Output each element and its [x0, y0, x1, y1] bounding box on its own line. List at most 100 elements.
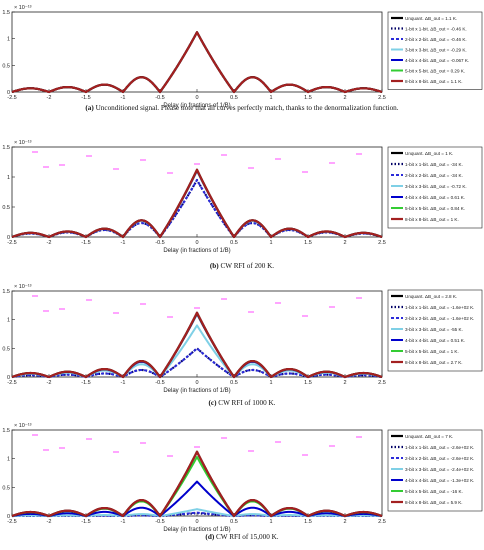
legend-entry: 1-bit x 1-bit. ΔB_out = -2.6e+02 K. — [405, 445, 474, 450]
x-tick-label: 0 — [195, 240, 198, 246]
rfi-mark — [356, 153, 362, 155]
rfi-artifact — [32, 151, 362, 174]
x-tick-label: 0 — [195, 519, 198, 525]
caption-text: CW RFI of 15,000 K. — [216, 533, 279, 541]
panel-d: × 10⁻¹³ 0 0.5 1 1.5 -2.5 -2 -1.5 -1 -0.5 0 0.5 1 1.5 2… — [2, 423, 483, 541]
caption-label: (a) — [85, 104, 95, 112]
legend-frame — [387, 146, 483, 229]
rfi-mark — [86, 299, 92, 301]
rfi-mark — [356, 436, 362, 438]
legend-entry: 3-bit x 3-bit. ΔB_out = -0.72 K. — [405, 184, 467, 189]
panel-caption: (b) CW RFI of 200 K. — [210, 262, 274, 270]
x-tick-label: -1 — [121, 519, 126, 525]
series-line — [11, 31, 383, 94]
legend-entry: Unquant. ΔB_out = 1 K. — [405, 151, 453, 156]
y-tick-label: 1 — [7, 37, 10, 43]
x-tick-label: -1 — [121, 95, 126, 101]
x-tick-label: -2 — [47, 95, 52, 101]
legend: Unquant. ΔB_out = 7 K. 1-bit x 1-bit. ΔB_… — [387, 429, 483, 512]
legend-entry: 4-bit x 4-bit. ΔB_out = 0.61 K. — [405, 195, 465, 200]
rfi-mark — [194, 163, 200, 165]
legend-entry: 1-bit x 1-bit. ΔB_out = -0.46 K. — [405, 26, 467, 31]
x-tick-label: -0.5 — [155, 240, 164, 246]
rfi-mark — [32, 434, 38, 436]
rfi-mark — [275, 302, 281, 304]
rfi-mark — [167, 316, 173, 318]
x-tick-label: 2.5 — [378, 380, 386, 386]
x-tick-label: 1 — [269, 380, 272, 386]
x-tick-label: -2.5 — [7, 95, 16, 101]
rfi-artifact — [32, 434, 362, 457]
rfi-mark — [167, 455, 173, 457]
legend-entry: 5-bit x 5-bit. ΔB_out = 0.84 K. — [405, 206, 465, 211]
y-exponent: × 10⁻¹³ — [14, 140, 32, 146]
x-tick-label: 2 — [343, 519, 346, 525]
legend-entry: 5-bit x 5-bit. ΔB_out = 0.29 K. — [405, 68, 465, 73]
series-line — [11, 311, 383, 379]
y-tick-label: 1 — [7, 457, 10, 463]
x-tick-label: 0.5 — [230, 95, 238, 101]
x-tick-label: -1.5 — [81, 240, 90, 246]
rfi-mark — [86, 438, 92, 440]
panel-caption: (d) CW RFI of 15,000 K. — [205, 533, 278, 541]
series-line — [11, 31, 383, 94]
rfi-mark — [113, 312, 119, 314]
rfi-mark — [32, 151, 38, 153]
legend: Unquant. ΔB_out = 2.8 K. 1-bit x 1-bit. Δ… — [387, 289, 483, 372]
y-tick-label: 1.5 — [2, 10, 10, 16]
y-exponent: × 10⁻¹³ — [14, 423, 32, 429]
legend-entry: 8-bit x 8-bit. ΔB_out = 1.1 K. — [405, 79, 463, 84]
series-line — [11, 312, 383, 378]
y-tick-label: 0.5 — [2, 205, 10, 211]
legend-frame — [387, 429, 483, 512]
rfi-mark — [113, 451, 119, 453]
rfi-mark — [43, 449, 49, 451]
y-exponent: × 10⁻¹³ — [14, 284, 32, 290]
x-tick-label: 1.5 — [304, 95, 312, 101]
x-tick-label: 0.5 — [230, 380, 238, 386]
y-tick-label: 1 — [7, 318, 10, 324]
x-tick-label: -1.5 — [81, 95, 90, 101]
x-tick-label: 1.5 — [304, 519, 312, 525]
x-tick-label: -0.5 — [155, 95, 164, 101]
panel-a: × 10⁻¹³ 0 0.5 1 1.5 -2.5 -2 -1.5 -1 -0.5 0 0.5 1 1.5 2… — [2, 5, 483, 112]
rfi-mark — [275, 158, 281, 160]
x-tick-label: 1 — [269, 519, 272, 525]
rfi-mark — [275, 441, 281, 443]
y-tick-label: 0 — [7, 375, 10, 381]
panel-caption: (c) CW RFI of 1000 K. — [209, 399, 276, 407]
legend-entry: 3-bit x 3-bit. ΔB_out = -0.29 K. — [405, 47, 467, 52]
legend-entry: 5-bit x 5-bit. ΔB_out = 1 K. — [405, 349, 459, 354]
rfi-mark — [356, 297, 362, 299]
legend-entry: 3-bit x 3-bit. ΔB_out = -55 K. — [405, 327, 463, 332]
legend-entry: 5-bit x 5-bit. ΔB_out = -16 K. — [405, 489, 463, 494]
series-line — [11, 508, 383, 517]
series-line — [11, 179, 383, 238]
y-tick-label: 0.5 — [2, 346, 10, 352]
x-tick-label: 2 — [343, 240, 346, 246]
series-line — [11, 31, 383, 93]
series-line — [11, 450, 383, 518]
rfi-mark — [302, 454, 308, 456]
rfi-mark — [221, 437, 227, 439]
rfi-mark — [59, 447, 65, 449]
legend-frame — [387, 11, 483, 90]
x-tick-label: 1.5 — [304, 380, 312, 386]
x-tick-label: -2.5 — [7, 519, 16, 525]
y-tick-label: 1 — [7, 175, 10, 181]
panel-c: × 10⁻¹³ 0 0.5 1 1.5 -2.5 -2 -1.5 -1 -0.5 0 0.5 1 1.5 2… — [2, 284, 483, 407]
caption-text: Unconditioned signal. Please note that a… — [96, 104, 399, 112]
caption-text: CW RFI of 200 K. — [221, 262, 275, 270]
rfi-mark — [32, 295, 38, 297]
x-tick-label: 1 — [269, 240, 272, 246]
legend-entry: 1-bit x 1-bit. ΔB_out = -1.6e+02 K. — [405, 305, 474, 310]
plot-frame — [11, 429, 383, 517]
series-line — [11, 31, 383, 94]
caption-label: (b) — [210, 262, 221, 270]
series-line — [11, 31, 383, 93]
x-tick-label: -1.5 — [81, 519, 90, 525]
legend-entry: 3-bit x 3-bit. ΔB_out = -2.4e+02 K. — [405, 467, 474, 472]
series-line — [11, 311, 383, 379]
rfi-mark — [302, 315, 308, 317]
